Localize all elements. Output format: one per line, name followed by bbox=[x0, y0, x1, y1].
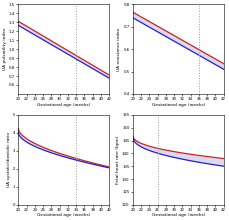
X-axis label: Gestational age (weeks): Gestational age (weeks) bbox=[152, 103, 205, 106]
X-axis label: Gestational age (weeks): Gestational age (weeks) bbox=[152, 213, 205, 217]
Y-axis label: UA systolic/diastolic ratio: UA systolic/diastolic ratio bbox=[7, 132, 11, 187]
X-axis label: Gestational age (weeks): Gestational age (weeks) bbox=[37, 213, 90, 217]
Y-axis label: UA pulsatility index: UA pulsatility index bbox=[3, 28, 7, 70]
Y-axis label: UA resistance index: UA resistance index bbox=[117, 28, 121, 71]
Y-axis label: Fetal heart rate (bpm): Fetal heart rate (bpm) bbox=[116, 136, 120, 184]
X-axis label: Gestational age (weeks): Gestational age (weeks) bbox=[37, 103, 90, 106]
